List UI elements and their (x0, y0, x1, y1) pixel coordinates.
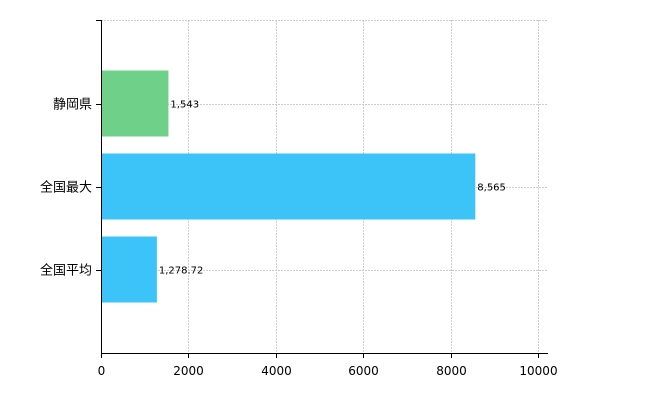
bar-layer (102, 70, 476, 303)
data-label: 1,543 (170, 100, 199, 111)
x-tick-label: 0 (98, 364, 106, 378)
x-tick-label: 2000 (173, 364, 204, 378)
x-tick-label: 4000 (261, 364, 292, 378)
bar (102, 70, 169, 137)
category-label: 全国最大 (40, 180, 92, 196)
data-label: 8,565 (477, 183, 506, 194)
bar (102, 153, 476, 220)
x-tick-label: 6000 (348, 364, 379, 378)
data-label: 1,278.72 (159, 266, 204, 277)
axis-layer (96, 20, 548, 358)
x-tick-label: 8000 (436, 364, 467, 378)
bar (102, 236, 157, 303)
label-layer: 1,543 静岡県 8,565 全国最大 1,278.72 全国平均 0 2000 4000 60… (40, 98, 558, 379)
category-label: 全国平均 (40, 263, 92, 279)
category-label: 静岡県 (53, 98, 92, 113)
x-tick-label: 10000 (519, 364, 557, 378)
